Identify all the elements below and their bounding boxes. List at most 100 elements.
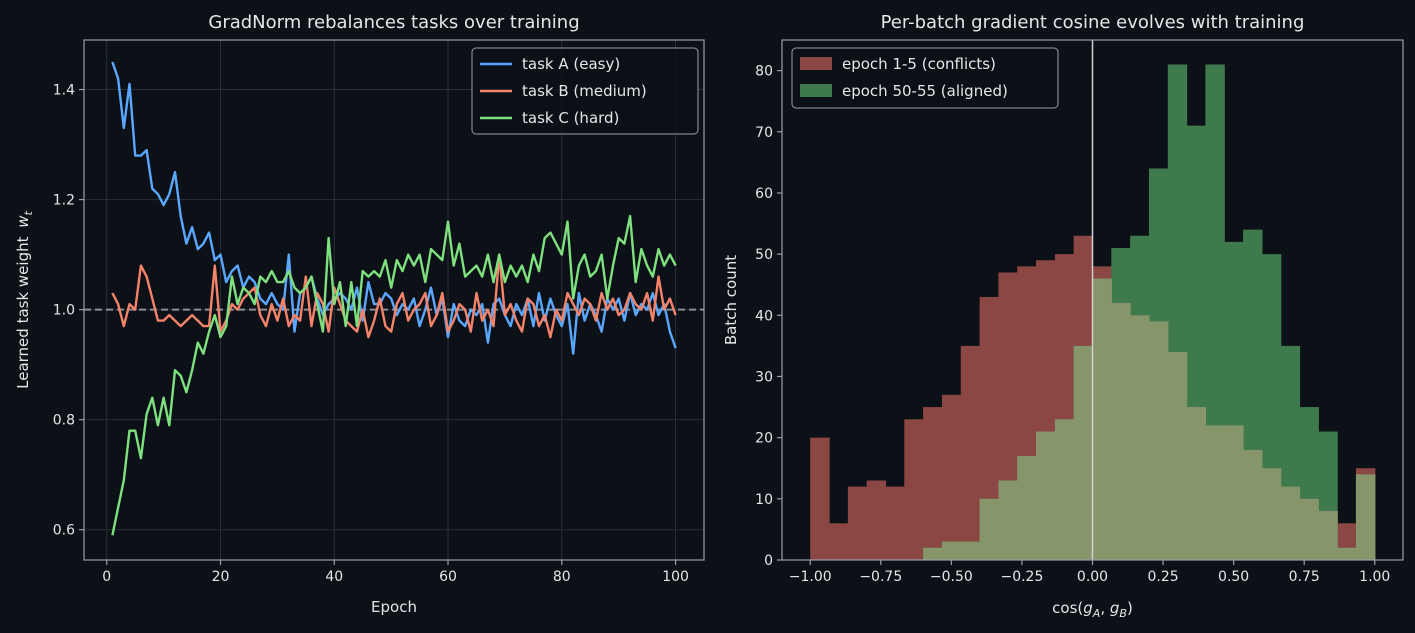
left-series-line-2	[111, 214, 677, 536]
right-bar-overlap	[1017, 456, 1037, 560]
right-x-tick-label: 0.50	[1218, 569, 1249, 585]
right-legend-swatch-0	[800, 57, 832, 70]
right-bar-overlap	[1205, 425, 1225, 560]
right-x-axis-label-sep: ,	[1100, 599, 1110, 617]
left-x-tick-label: 40	[325, 569, 343, 585]
right-bar-overlap	[941, 541, 962, 560]
right-bar-overlap	[998, 480, 1018, 560]
right-bar-conflicts	[979, 296, 1000, 560]
right-bar-overlap	[1036, 431, 1056, 560]
right-bar-conflicts	[829, 523, 849, 560]
right-bar-overlap	[1130, 315, 1150, 560]
left-y-axis-label-subscript: t	[22, 210, 35, 215]
right-legend-label-0: epoch 1-5 (conflicts)	[842, 55, 996, 73]
right-x-axis-label-prefix: cos(	[1052, 599, 1083, 617]
right-bar-overlap	[1355, 474, 1376, 560]
right-x-axis-label-sub2: B	[1119, 607, 1127, 620]
right-legend-box	[791, 47, 1059, 109]
left-series-lines	[111, 61, 677, 536]
right-legend-label-1: epoch 50-55 (aligned)	[842, 82, 1008, 100]
left-x-tick-label: 80	[553, 569, 571, 585]
left-x-tick-label: 60	[439, 569, 457, 585]
right-chart-title: Per-batch gradient cosine evolves with t…	[881, 12, 1305, 33]
right-x-tick-label: −0.25	[1000, 569, 1043, 585]
left-legend-label-2: task C (hard)	[522, 109, 619, 127]
right-bar-overlap	[960, 541, 981, 560]
left-y-tick-label: 1.4	[53, 83, 75, 99]
right-x-tick-label: −0.75	[859, 569, 902, 585]
right-x-tick-label: −1.00	[789, 569, 832, 585]
right-y-tick-label: 50	[755, 247, 773, 263]
right-y-tick-label: 0	[764, 553, 773, 569]
right-bar-overlap	[923, 547, 943, 560]
right-x-ticks: −1.00 −0.75 −0.50 −0.25 0.00 0.25 0.50 0.75 1.00	[789, 560, 1390, 585]
right-y-tick-label: 80	[755, 64, 773, 80]
left-legend-label-1: task B (medium)	[522, 82, 647, 100]
left-legend-label-0: task A (easy)	[522, 55, 620, 73]
left-legend: task A (easy) task B (medium) task C (hard…	[471, 47, 699, 135]
right-y-tick-label: 60	[755, 186, 773, 202]
right-x-axis-label-g2: g	[1110, 599, 1120, 617]
left-y-tick-label: 1.2	[53, 193, 75, 209]
left-series-line-1	[111, 253, 677, 339]
right-bar-conflicts	[960, 345, 981, 560]
right-y-tick-label: 10	[755, 492, 773, 508]
left-chart-title: GradNorm rebalances tasks over training	[208, 12, 579, 33]
right-x-axis-label-suffix: )	[1127, 599, 1133, 617]
right-x-axis-label: cos(gA, gB)	[1052, 599, 1133, 620]
right-bar-overlap	[1054, 419, 1075, 560]
right-bar-conflicts	[866, 480, 887, 560]
left-y-tick-label: 0.8	[53, 413, 75, 429]
right-bar-overlap	[1073, 345, 1094, 560]
right-y-tick-label: 30	[755, 369, 773, 385]
right-bar-overlap	[1318, 511, 1338, 560]
right-y-ticks: 0 10 20 30 40 50 60 70 80	[755, 64, 782, 569]
right-bar-conflicts	[885, 486, 905, 560]
left-chart-panel: 0 20 40 60 80 100 0.6 0.8 1.0 1.2 1.4 GradNorm re…	[14, 12, 705, 616]
right-bar-overlap	[1092, 278, 1112, 560]
right-bar-conflicts	[847, 486, 868, 560]
right-x-tick-label: 0.00	[1077, 569, 1108, 585]
right-chart-panel: −1.00 −0.75 −0.50 −0.25 0.00 0.25 0.50 0.75 1.00…	[722, 12, 1404, 620]
right-bars-overlap	[923, 278, 1376, 560]
right-bar-overlap	[1243, 449, 1263, 560]
right-bar-conflicts	[923, 407, 943, 560]
left-y-axis-label-symbol: w	[14, 215, 32, 228]
right-bar-overlap	[1280, 486, 1301, 560]
right-bar-overlap	[1186, 407, 1207, 560]
left-legend-box	[471, 47, 699, 135]
right-y-tick-label: 40	[755, 308, 773, 324]
right-y-tick-label: 70	[755, 125, 773, 141]
right-legend-swatch-1	[800, 84, 832, 97]
left-y-ticks: 0.6 0.8 1.0 1.2 1.4	[53, 83, 84, 539]
right-bar-overlap	[1167, 352, 1188, 560]
right-x-tick-label: −0.50	[930, 569, 973, 585]
right-x-axis-label-g1: g	[1083, 599, 1093, 617]
left-y-axis-label: Learned task weight wt	[14, 210, 35, 388]
right-bar-overlap	[1261, 468, 1282, 560]
right-bar-overlap	[1224, 425, 1244, 560]
right-bar-overlap	[1299, 498, 1319, 560]
right-bar-overlap	[1111, 303, 1131, 560]
right-y-axis-label: Batch count	[722, 255, 740, 345]
right-bar-conflicts	[941, 394, 962, 560]
left-x-axis-label: Epoch	[371, 598, 417, 616]
left-x-tick-label: 0	[102, 569, 111, 585]
left-x-tick-label: 100	[662, 569, 689, 585]
right-x-tick-label: 1.00	[1359, 569, 1390, 585]
right-bar-overlap	[1337, 547, 1357, 560]
right-bar-conflicts	[904, 419, 924, 560]
right-bar-overlap	[979, 498, 1000, 560]
right-bar-overlap	[1148, 321, 1169, 560]
left-y-axis-label-text: Learned task weight	[14, 236, 32, 388]
right-x-tick-label: 0.25	[1147, 569, 1178, 585]
left-x-tick-label: 20	[212, 569, 230, 585]
right-x-axis-label-sub1: A	[1092, 607, 1101, 620]
left-x-ticks: 0 20 40 60 80 100	[102, 560, 689, 585]
right-legend: epoch 1-5 (conflicts) epoch 50-55 (aligne…	[791, 47, 1059, 109]
left-y-tick-label: 0.6	[53, 523, 75, 539]
right-bar-conflicts	[810, 437, 830, 560]
left-axes-frame	[83, 39, 705, 561]
right-y-tick-label: 20	[755, 431, 773, 447]
